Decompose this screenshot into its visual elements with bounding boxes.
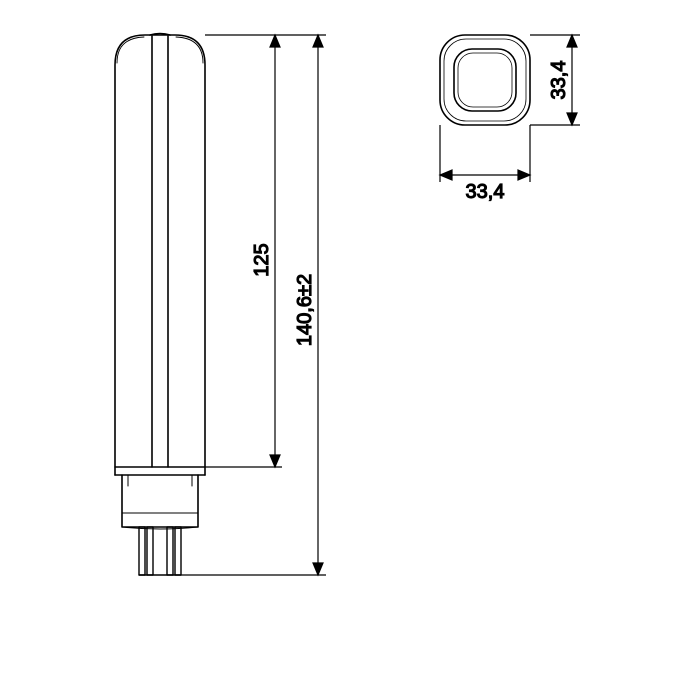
dim-depth-label: 33,4	[548, 61, 570, 100]
top-view	[440, 35, 530, 125]
technical-drawing-canvas: 125 140,6±2 33,4 33,4	[0, 0, 700, 700]
side-view	[115, 34, 205, 576]
dim-width-label: 33,4	[466, 181, 505, 203]
dimension-width: 33,4	[440, 125, 530, 203]
dimension-140: 140,6±2	[181, 35, 326, 575]
dimension-125: 125	[205, 35, 282, 467]
drawing-svg: 125 140,6±2 33,4 33,4	[0, 0, 700, 700]
dim-125-label: 125	[251, 243, 273, 276]
dim-140-label: 140,6±2	[294, 274, 316, 346]
dimension-depth: 33,4	[530, 35, 580, 125]
